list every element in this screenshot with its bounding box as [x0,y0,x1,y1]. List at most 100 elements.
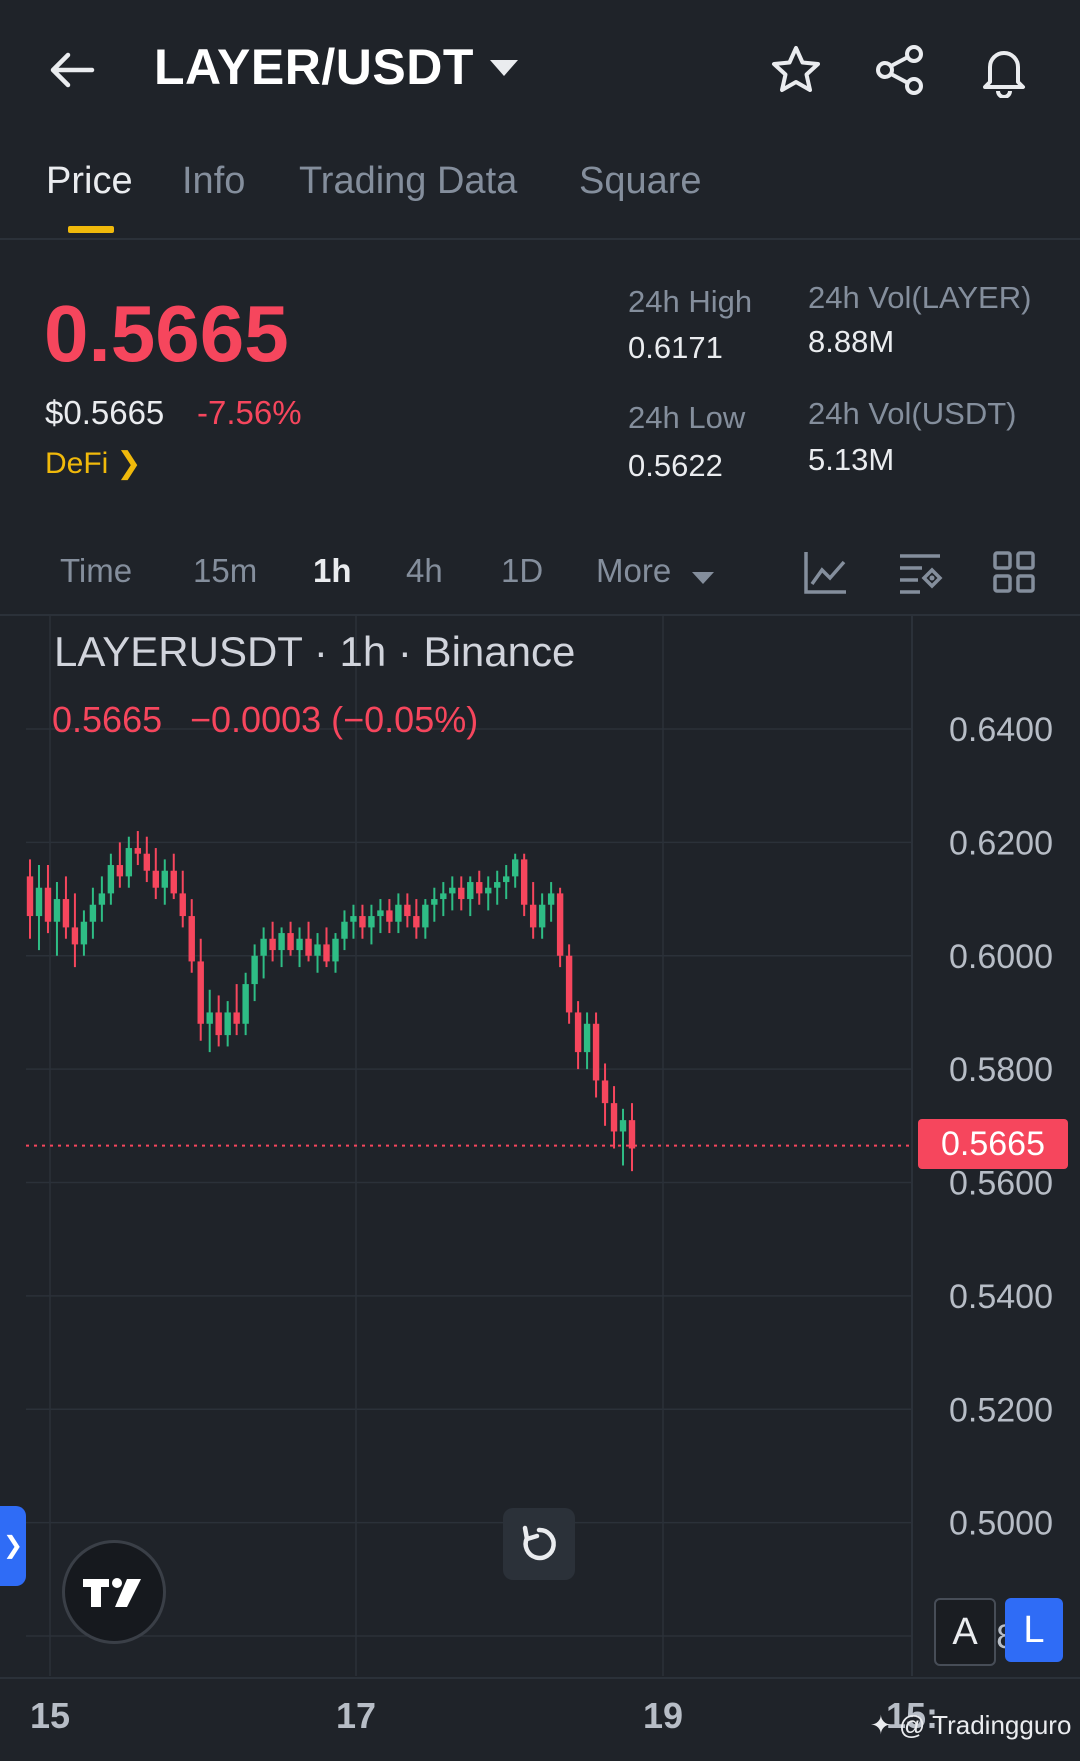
candle-body [98,893,106,905]
candle-body [179,893,186,917]
candle-body [233,1012,240,1024]
candle-body [287,933,294,951]
candle-body [413,916,420,928]
y-tick-label: 0.5200 [949,1391,1053,1429]
tradingview-logo[interactable] [62,1540,166,1644]
log-scale-button[interactable]: L [1005,1598,1063,1662]
candle-body [574,1012,582,1053]
candle-body [386,910,393,922]
side-drawer-handle[interactable]: ❯ [0,1506,26,1586]
chart-settings-icon[interactable] [896,548,944,596]
low-value: 0.5622 [628,448,723,483]
candle-body [538,904,546,928]
candle-body [547,893,555,905]
pair-dropdown-icon[interactable] [490,60,518,76]
pair-title[interactable]: LAYER/USDT [154,39,474,95]
candlestick-chart[interactable]: 0.6400 0.6200 0.6000 0.5800 0.5600 0.5400 0.52… [0,616,1080,1756]
vol-base-value: 8.88M [808,324,895,359]
current-price-tag: 0.5665 [918,1118,1068,1169]
candle-body [511,859,519,877]
bell-icon[interactable] [976,42,1032,99]
interval-4h[interactable]: 4h [406,552,443,589]
back-arrow-icon[interactable] [46,42,102,98]
star-icon[interactable] [768,42,824,98]
top-tabs: Price Info Trading Data Square [0,150,1080,240]
y-tick-label: 0.6400 [949,711,1053,749]
chevron-right-icon: ❯ [116,447,142,480]
candle-body [404,904,411,917]
tab-trading-data[interactable]: Trading Data [299,160,518,202]
indicator-chart-icon[interactable] [802,548,850,596]
candle-body [341,921,348,939]
candle-body [260,938,267,956]
chart-area[interactable]: 0.6400 0.6200 0.6000 0.5800 0.5600 0.5400 0.52… [0,614,1080,1756]
candle-body [494,882,501,888]
candle-body [143,853,151,871]
candle-body [556,893,564,956]
legend-last-price: 0.5665 [52,699,162,740]
candle-body [197,961,204,1024]
candle-body [152,870,159,888]
x-tick-label: 17 [336,1695,376,1736]
tab-info[interactable]: Info [182,160,246,202]
auto-scale-button[interactable]: A [934,1598,996,1666]
reset-chart-button[interactable] [503,1508,575,1580]
candle-body [161,870,168,888]
usd-price: $0.5665 [45,394,165,431]
y-tick-label: 0.6000 [949,938,1053,976]
candle-body [422,904,429,928]
interval-1h[interactable]: 1h [313,552,352,589]
candle-body [350,916,357,922]
candle-body [242,984,249,1024]
candle-body [467,882,474,900]
y-tick-label: 0.5600 [949,1165,1053,1203]
candle-body [619,1120,627,1132]
candle-body [107,865,115,894]
share-icon[interactable] [872,42,928,98]
watermark-text: @ Tradingguro [899,1710,1072,1740]
candle-body [116,865,124,877]
candle-body [188,916,195,962]
candle-body [529,904,537,928]
layout-grid-icon[interactable] [990,548,1038,596]
vol-quote-value: 5.13M [808,442,895,477]
tab-square[interactable]: Square [579,160,702,202]
candle-body [134,848,142,854]
candle-body [610,1103,618,1132]
category-label: DeFi [45,447,109,480]
vol-quote-label: 24h Vol(USDT) [808,396,1017,431]
candle-body [431,899,438,905]
interval-1d[interactable]: 1D [501,552,544,589]
candle-body [206,1012,213,1024]
interval-more[interactable]: More [596,552,672,589]
y-tick-label: 0.5800 [949,1051,1053,1089]
candle-body [305,938,312,956]
candle-body [251,955,258,985]
candle-body [332,938,339,962]
more-caret-icon [692,572,714,584]
interval-time[interactable]: Time [60,552,133,589]
candle-body [314,944,321,956]
candle-body [520,859,528,905]
category-link[interactable]: DeFi ❯ [45,446,141,481]
candle-body [503,876,510,883]
tab-price[interactable]: Price [46,160,133,202]
candle-body [53,899,61,922]
header: LAYER/USDT [0,0,1080,140]
last-price: 0.5665 [44,289,289,378]
candle-body [565,955,573,1013]
candle-body [583,1023,591,1053]
candle-body [449,887,456,894]
candle-body [89,904,97,922]
candle-body [44,887,52,922]
candle-body [296,938,303,951]
candle-body [215,1012,222,1036]
candle-body [125,848,133,877]
interval-15m[interactable]: 15m [193,552,258,589]
legend-change: −0.0003 (−0.05%) [190,699,478,740]
candle-body [485,887,492,894]
x-tick-label: 19 [643,1695,683,1736]
candle-body [601,1080,609,1104]
low-label: 24h Low [628,400,746,435]
candle-body [71,927,79,945]
